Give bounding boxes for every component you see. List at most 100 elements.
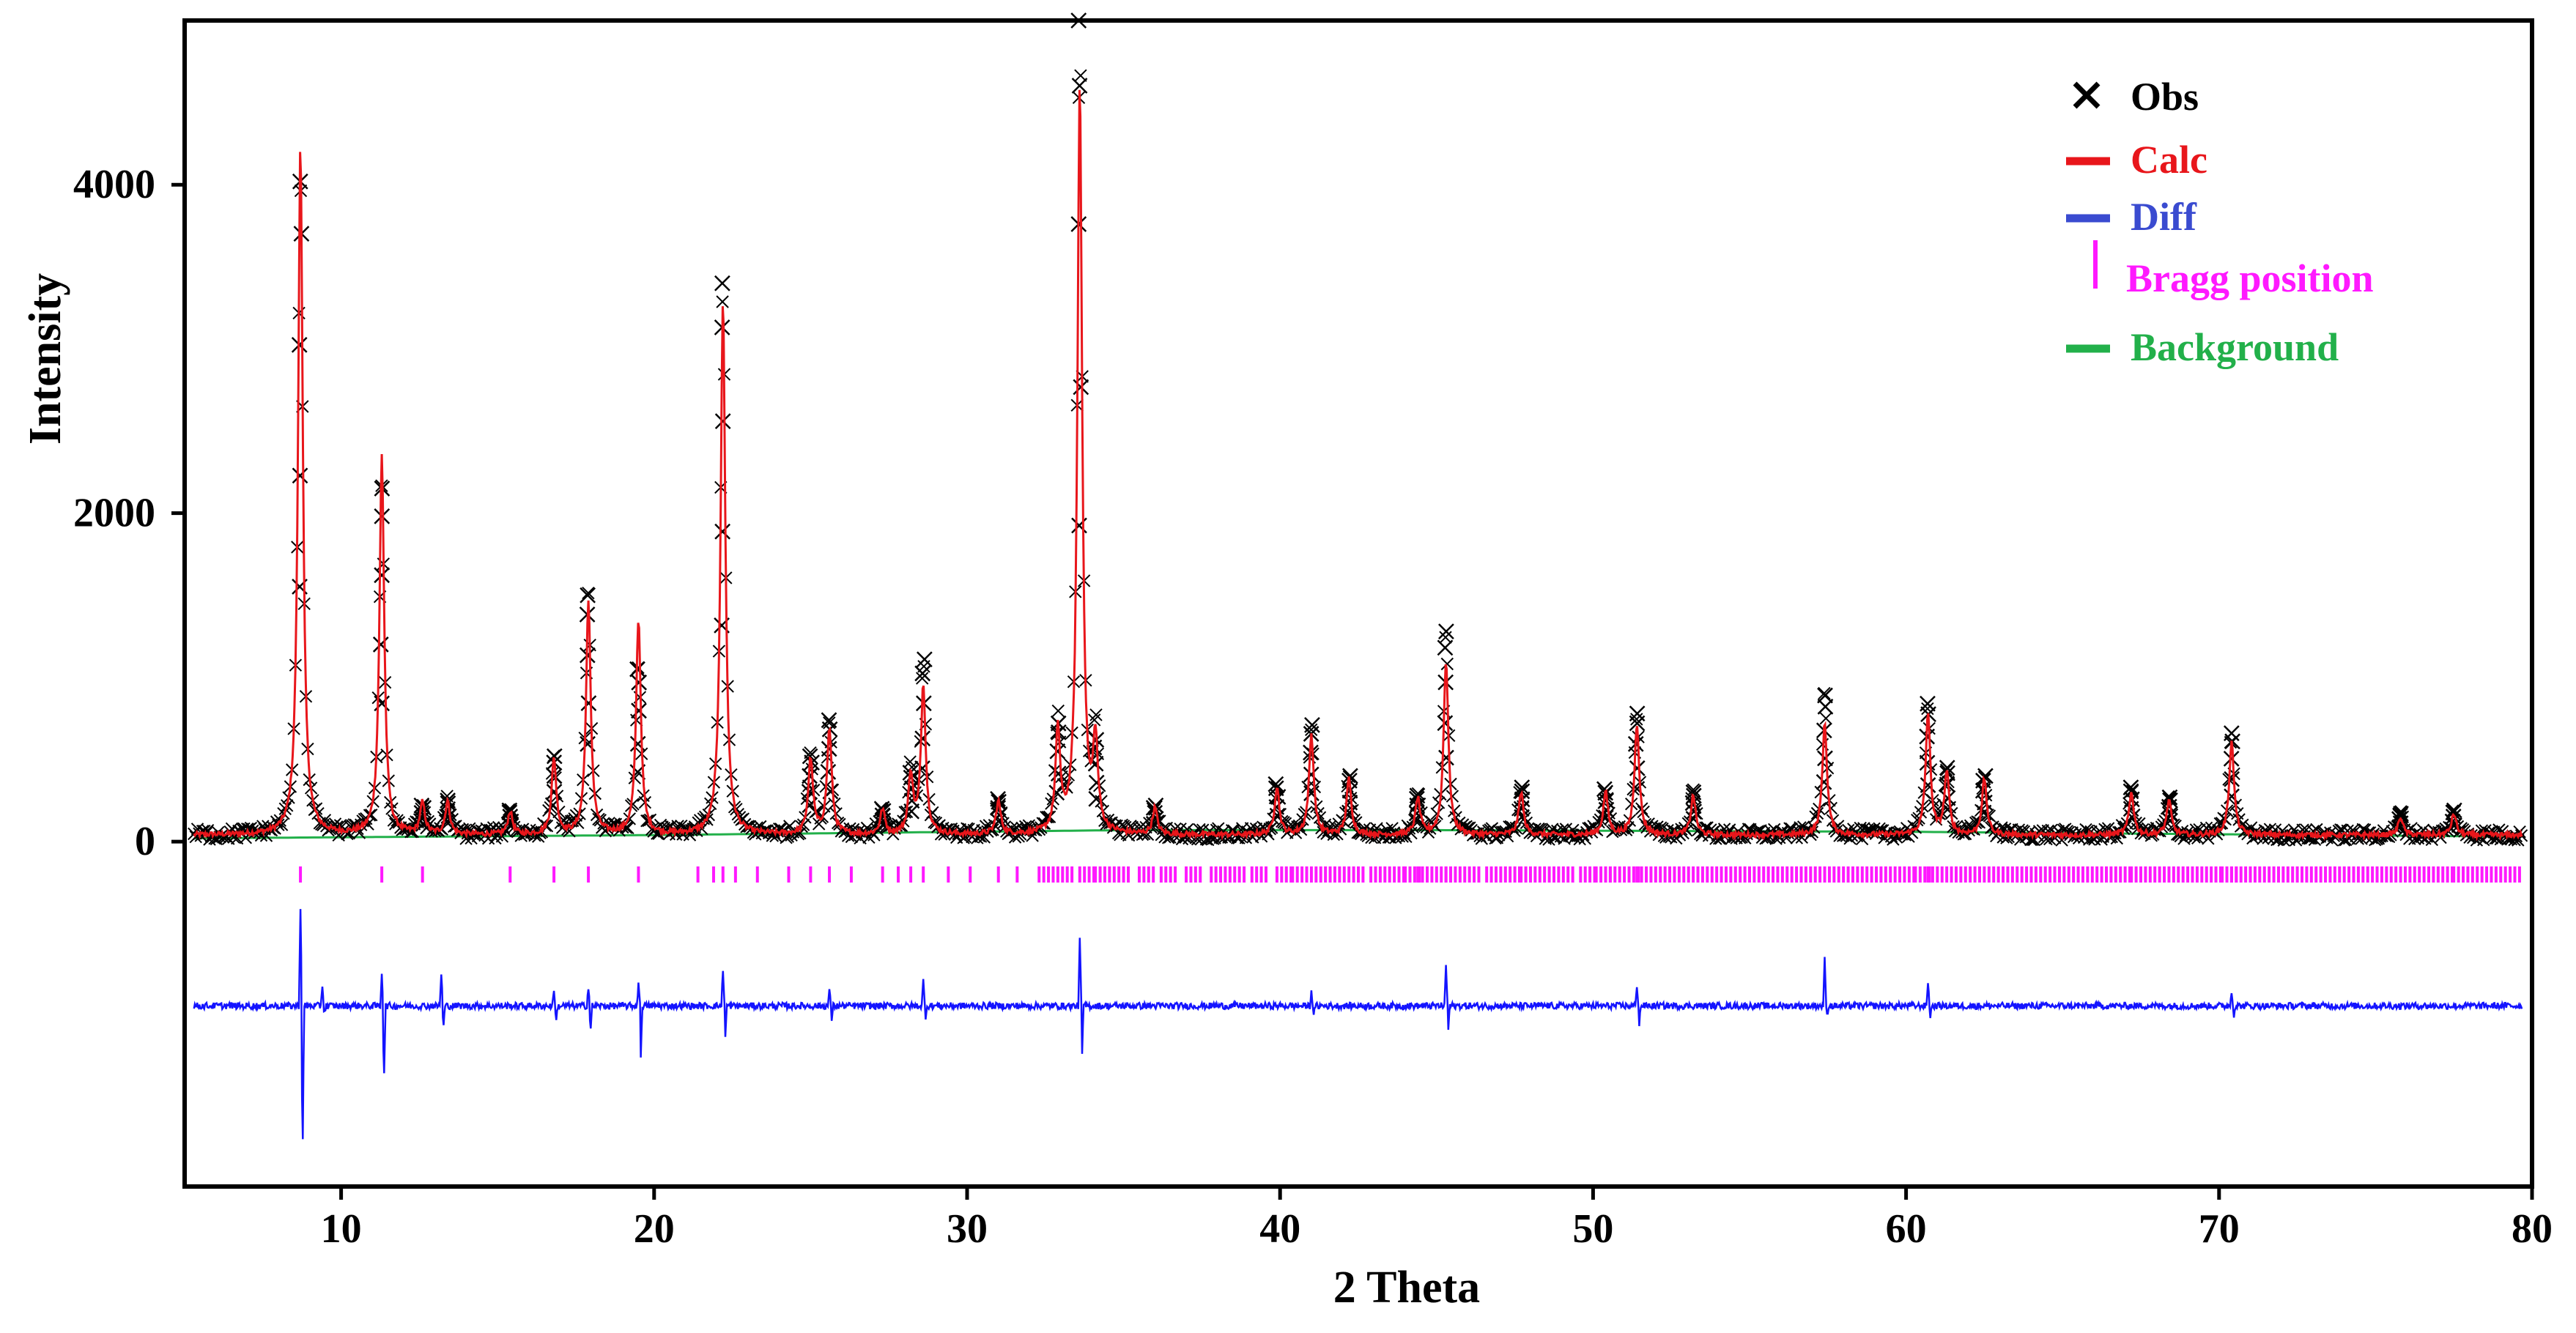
obs-peak-point: [546, 768, 563, 784]
x-tick-label: 50: [1572, 1206, 1613, 1252]
obs-peak-point: [440, 801, 456, 817]
obs-peak-point: [714, 275, 730, 292]
obs-peak-point: [1050, 765, 1067, 782]
obs-point: [1430, 807, 1443, 820]
obs-peak-point: [1073, 379, 1089, 396]
obs-peak-point: [1939, 760, 1955, 776]
obs-peak-point: [714, 413, 731, 429]
obs-peak-point: [1088, 774, 1105, 791]
obs-peak-point: [1977, 768, 1994, 784]
obs-point: [1432, 796, 1446, 809]
obs-peak-point: [916, 651, 933, 668]
obs-peak-point: [546, 784, 563, 800]
obs-point: [1446, 790, 1459, 803]
obs-point: [1045, 797, 1058, 810]
calculated-series: [193, 89, 2523, 842]
obs-peak-point: [2392, 807, 2408, 824]
obs-peak-point: [914, 730, 931, 747]
obs-point: [716, 295, 729, 308]
obs-peak-point: [631, 702, 647, 719]
difference-series: [193, 909, 2523, 1140]
obs-point: [1429, 820, 1442, 833]
obs-peak-point: [546, 748, 563, 765]
obs-point: [1939, 763, 1953, 776]
obs-peak-point: [1513, 801, 1530, 817]
obs-point: [1687, 783, 1700, 796]
diff-line: [193, 909, 2523, 1140]
obs-peak-point: [1598, 801, 1615, 818]
obs-peak-point: [580, 695, 597, 711]
y-axis-label: Intensity: [21, 273, 70, 445]
x-tick-label: 60: [1886, 1206, 1927, 1252]
x-axis-label: 2 Theta: [1333, 1263, 1480, 1312]
y-tick-label: 2000: [73, 491, 155, 536]
obs-point: [1440, 657, 1454, 671]
x-tick-label: 80: [2512, 1206, 2553, 1252]
obs-point: [1051, 704, 1065, 718]
obs-point: [1810, 806, 1824, 820]
obs-point: [1630, 713, 1643, 726]
obs-peak-point: [1817, 750, 1833, 767]
obs-peak-point: [1629, 760, 1646, 776]
obs-peak-point: [1438, 623, 1454, 640]
obs-point: [582, 586, 595, 600]
obs-point: [1819, 712, 1832, 725]
obs-peak-point: [1629, 715, 1646, 732]
obs-point: [626, 798, 640, 811]
obs-point: [1415, 806, 1428, 820]
obs-peak-point: [1049, 743, 1066, 760]
calc-line: [193, 89, 2523, 842]
x-tick-label: 70: [2199, 1206, 2240, 1252]
obs-peak-point: [914, 665, 931, 682]
plot-area: [188, 12, 2528, 1140]
plot-frame: [182, 18, 2534, 1189]
obs-peak-point: [374, 567, 391, 584]
obs-peak-point: [821, 740, 837, 757]
obs-point: [915, 672, 929, 685]
obs-point: [1818, 686, 1831, 700]
obs-point: [275, 818, 289, 831]
obs-peak-point: [1438, 749, 1454, 766]
obs-peak-point: [2224, 771, 2240, 787]
legend-label: Diff: [2131, 195, 2197, 239]
y-axis-ticks: 0 2000 4000: [73, 162, 185, 864]
obs-peak-point: [802, 748, 818, 765]
obs-peak-point: [714, 523, 731, 540]
legend-marker-obs: [2073, 81, 2101, 109]
obs-point: [1304, 723, 1318, 737]
obs-peak-point: [1919, 754, 1936, 771]
obs-peak-point: [292, 467, 308, 484]
legend-label: Bragg position: [2126, 256, 2374, 300]
bragg-position-series: [299, 866, 2521, 883]
obs-peak-point: [1817, 698, 1834, 715]
obs-peak-point: [1686, 803, 1703, 820]
obs-point: [277, 806, 290, 820]
x-axis-ticks: 10 20 30 40 50 60 70 80: [321, 1187, 2553, 1252]
obs-peak-point: [1437, 639, 1454, 656]
obs-peak-point: [1087, 755, 1104, 772]
obs-peak-point: [1939, 776, 1955, 793]
legend-label: Calc: [2131, 138, 2207, 182]
obs-peak-point: [1341, 768, 1358, 784]
obs-peak-point: [1303, 766, 1320, 783]
x-tick-label: 40: [1259, 1206, 1300, 1252]
obs-peak-point: [1267, 776, 1284, 792]
obs-peak-point: [580, 587, 596, 604]
obs-peak-point: [2161, 798, 2177, 815]
y-tick-label: 0: [135, 819, 155, 864]
x-tick-label: 20: [634, 1206, 675, 1252]
x-tick-label: 10: [321, 1206, 362, 1252]
legend-label: Background: [2131, 325, 2339, 369]
obs-point: [309, 802, 323, 815]
y-tick-label: 4000: [73, 162, 155, 207]
obs-point: [2157, 818, 2170, 831]
obs-point: [1971, 815, 1984, 828]
legend-label: Obs: [2131, 75, 2199, 119]
obs-peak-point: [1071, 78, 1088, 94]
obs-point: [1824, 801, 1838, 815]
obs-peak-point: [1437, 715, 1454, 732]
obs-point: [1143, 817, 1156, 830]
x-tick-label: 30: [947, 1206, 988, 1252]
obs-point: [1089, 708, 1103, 721]
